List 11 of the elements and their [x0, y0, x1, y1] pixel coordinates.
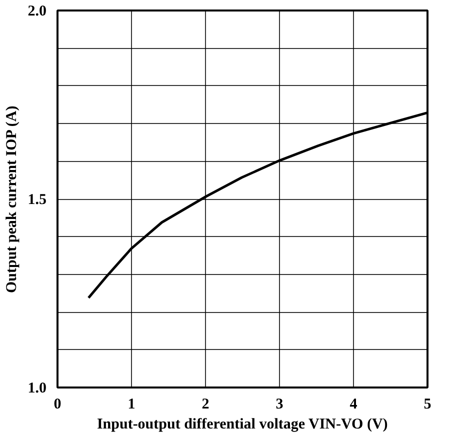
y-axis-title: Output peak current IOP (A)	[4, 106, 20, 294]
y-tick-label: 1.0	[28, 380, 46, 396]
x-tick-label: 4	[350, 396, 358, 412]
x-axis-title: Input-output differential voltage VIN-VO (V)	[96, 416, 388, 432]
y-tick-label: 2.0	[28, 4, 46, 20]
y-tick-label: 1.5	[28, 192, 46, 208]
x-tick-label: 5	[424, 396, 432, 412]
x-tick-label: 2	[202, 396, 210, 412]
x-tick-label: 1	[128, 396, 136, 412]
x-tick-label: 3	[276, 396, 284, 412]
x-tick-label: 0	[54, 396, 62, 412]
